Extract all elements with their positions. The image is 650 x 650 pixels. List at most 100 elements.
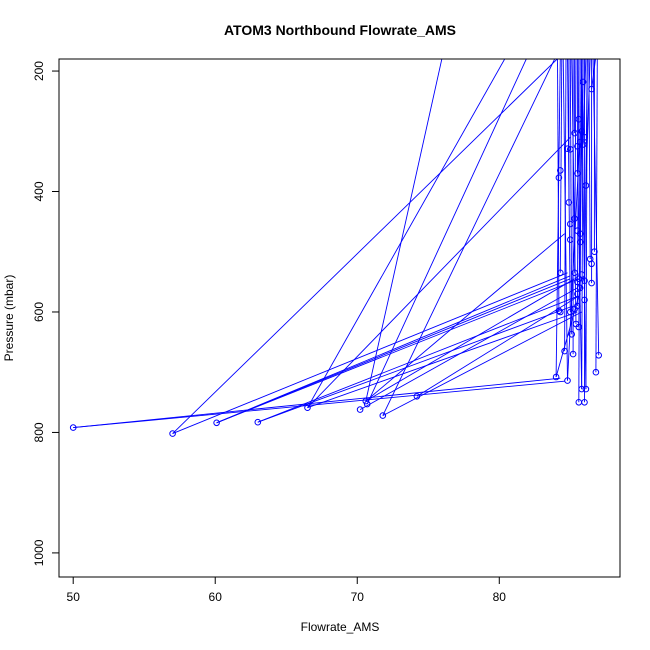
data-point bbox=[564, 145, 571, 152]
data-point bbox=[574, 290, 581, 298]
data-point bbox=[571, 129, 578, 137]
series-lines bbox=[73, 59, 600, 435]
series-line-segment bbox=[365, 59, 443, 402]
y-tick-label: 200 bbox=[32, 61, 46, 81]
data-point bbox=[588, 279, 595, 287]
data-point bbox=[582, 385, 590, 393]
x-tick-label: 60 bbox=[209, 590, 223, 604]
data-point bbox=[582, 182, 590, 189]
series-line-segment bbox=[582, 59, 587, 145]
data-point bbox=[304, 404, 311, 412]
data-point bbox=[576, 284, 584, 292]
series-line-segment bbox=[382, 311, 582, 416]
series-line-segment bbox=[559, 59, 563, 273]
data-point bbox=[362, 397, 370, 405]
data-point bbox=[555, 307, 563, 315]
series-line-segment bbox=[585, 59, 591, 186]
data-point bbox=[571, 305, 578, 313]
series-line-segment bbox=[365, 278, 575, 402]
data-point bbox=[567, 146, 574, 153]
data-point bbox=[575, 323, 583, 331]
series-line-segment bbox=[576, 149, 583, 390]
data-point bbox=[581, 277, 588, 285]
data-point bbox=[575, 115, 583, 123]
data-point bbox=[254, 418, 262, 426]
data-point bbox=[557, 167, 564, 174]
series-line-segment bbox=[359, 287, 578, 410]
series-line-segment bbox=[592, 59, 600, 356]
chart-title: ATOM3 Northbound Flowrate_AMS bbox=[224, 22, 456, 38]
data-point bbox=[581, 399, 588, 406]
data-point bbox=[564, 377, 571, 384]
data-point bbox=[588, 85, 595, 93]
data-point bbox=[574, 170, 581, 177]
x-axis-label: Flowrate_AMS bbox=[301, 620, 380, 634]
data-point bbox=[574, 143, 581, 150]
data-point bbox=[579, 141, 587, 148]
data-point bbox=[574, 278, 581, 286]
data-point bbox=[576, 230, 584, 237]
data-point bbox=[581, 134, 588, 141]
x-axis: 50 60 70 80 bbox=[67, 576, 507, 604]
data-point bbox=[169, 430, 176, 437]
series-line-segment bbox=[382, 59, 556, 416]
data-point bbox=[595, 352, 603, 359]
data-point bbox=[565, 199, 573, 206]
x-tick-label: 80 bbox=[493, 590, 507, 604]
plot-frame bbox=[58, 58, 621, 578]
y-axis: 200 400 600 800 1000 bbox=[32, 61, 60, 566]
x-tick-label: 70 bbox=[351, 590, 365, 604]
data-point bbox=[568, 331, 576, 338]
data-point bbox=[557, 308, 564, 316]
y-tick-label: 1000 bbox=[32, 539, 46, 566]
series-line-segment bbox=[307, 59, 506, 408]
data-point bbox=[557, 269, 564, 277]
x-tick-label: 50 bbox=[67, 590, 81, 604]
data-point bbox=[571, 269, 578, 277]
series-line-segment bbox=[73, 377, 561, 429]
data-point bbox=[576, 238, 584, 246]
data-point bbox=[567, 220, 574, 228]
series-line-segment bbox=[365, 233, 565, 402]
series-line-segment bbox=[595, 59, 598, 373]
data-point bbox=[379, 412, 387, 419]
data-point bbox=[363, 400, 371, 408]
series-line-segment bbox=[591, 59, 596, 90]
series-line-segment bbox=[581, 59, 584, 390]
y-axis-label: Pressure (mbar) bbox=[2, 275, 16, 362]
data-point bbox=[592, 368, 600, 376]
data-point bbox=[413, 393, 421, 400]
series-line-segment bbox=[216, 275, 571, 424]
data-point bbox=[552, 373, 560, 381]
data-point bbox=[581, 296, 588, 304]
data-point bbox=[591, 248, 598, 255]
series-line-segment bbox=[172, 59, 558, 434]
series-line-segment bbox=[307, 311, 578, 409]
series-line-segment bbox=[73, 380, 565, 429]
y-tick-label: 400 bbox=[32, 181, 46, 201]
y-tick-label: 600 bbox=[32, 302, 46, 322]
data-point bbox=[569, 350, 577, 358]
series-line-segment bbox=[569, 59, 573, 335]
data-point bbox=[567, 308, 574, 316]
data-point bbox=[575, 275, 583, 283]
y-tick-label: 800 bbox=[32, 422, 46, 442]
data-point bbox=[578, 385, 586, 393]
series-line-segment bbox=[366, 59, 527, 405]
data-point bbox=[555, 174, 563, 181]
series-line-segment bbox=[307, 136, 571, 409]
series-line-segment bbox=[564, 59, 567, 352]
series-line-segment bbox=[216, 278, 579, 424]
series-line-segment bbox=[216, 278, 571, 424]
data-point bbox=[356, 406, 364, 413]
series-line-segment bbox=[172, 272, 568, 435]
series-line-segment bbox=[571, 59, 577, 325]
data-point bbox=[571, 215, 578, 222]
series-line-segment bbox=[416, 296, 578, 397]
data-point bbox=[567, 236, 574, 243]
series-line-segment bbox=[557, 59, 560, 311]
series-points bbox=[69, 78, 603, 437]
series-line-segment bbox=[257, 305, 574, 423]
data-point bbox=[561, 347, 568, 355]
